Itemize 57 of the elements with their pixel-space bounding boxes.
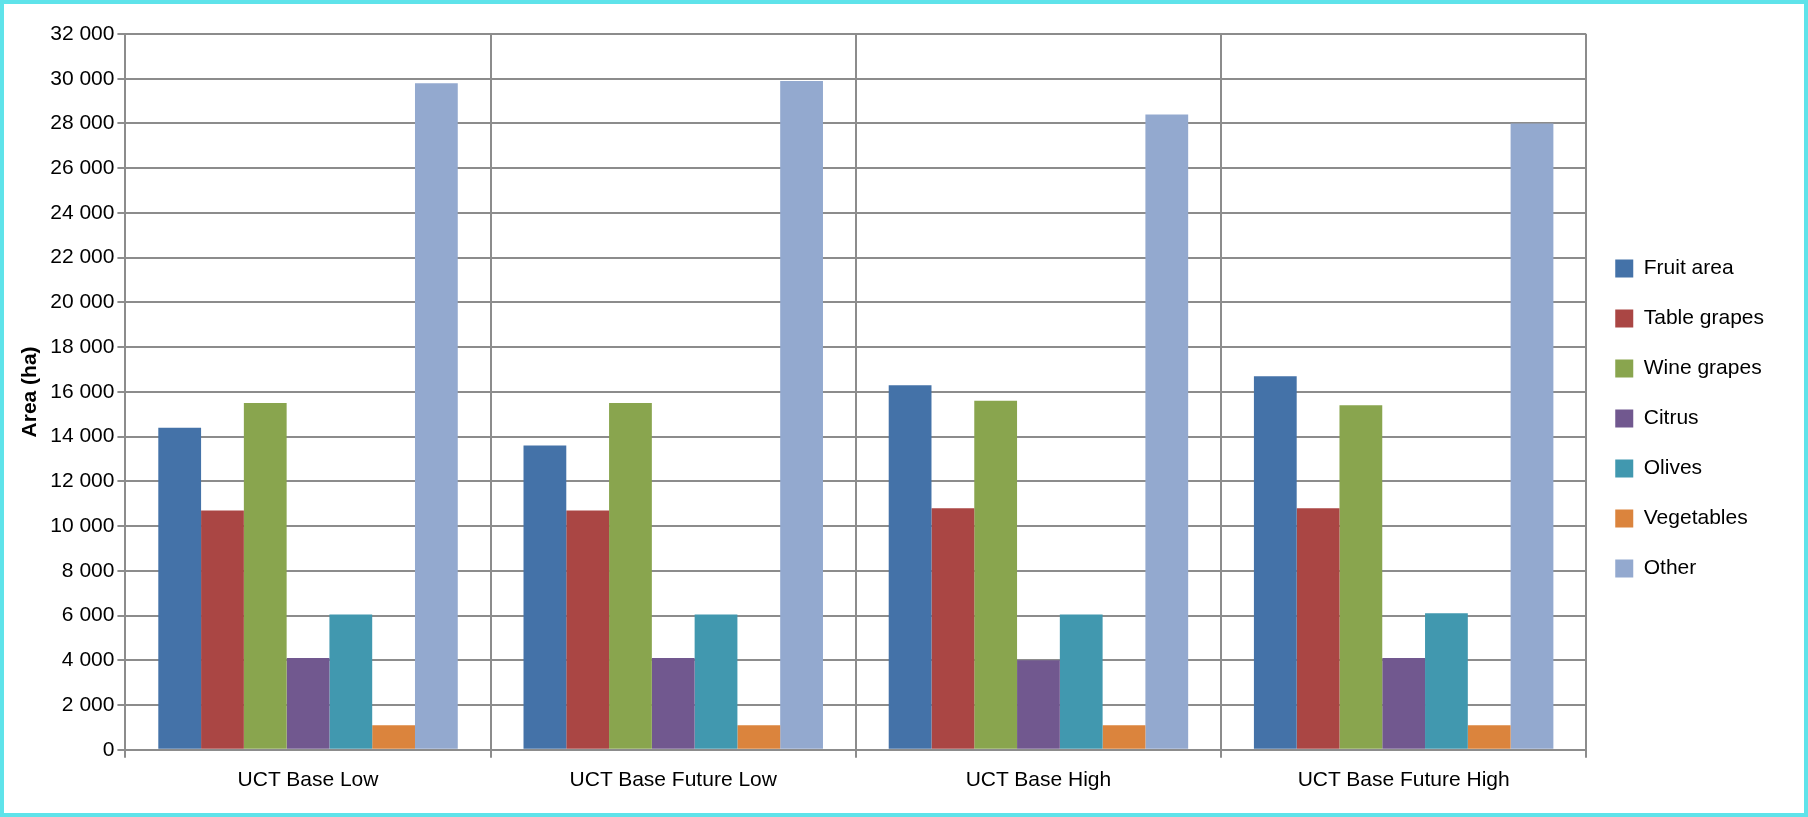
y-tick-label: 28 000 [50,110,115,134]
bar [1382,658,1426,749]
bar [1425,613,1468,749]
y-tick-label: 30 000 [50,65,115,89]
legend-label: Fruit area [1643,255,1734,279]
bar [1253,376,1297,749]
bar [1059,614,1103,749]
y-tick-label: 2 000 [61,691,115,715]
bar [931,508,975,749]
bar [201,510,244,749]
y-tick-label: 0 [102,736,115,760]
x-tick-label: UCT Base Low [237,767,380,791]
bar [1467,725,1511,749]
y-tick-label: 14 000 [50,423,115,447]
legend-label: Wine grapes [1643,355,1762,379]
bar [523,445,567,749]
bar [1102,725,1146,749]
y-tick-label: 24 000 [50,199,115,223]
y-tick-label: 4 000 [61,647,115,671]
bar [888,385,932,749]
y-tick-label: 32 000 [50,20,115,44]
bar [1510,123,1554,749]
y-tick-label: 10 000 [50,512,115,536]
y-tick-label: 22 000 [50,244,115,268]
bar [243,403,287,749]
y-tick-label: 18 000 [50,333,115,357]
y-tick-label: 6 000 [61,602,115,626]
bar [1339,405,1383,749]
legend-label: Table grapes [1643,305,1764,329]
bar [1296,508,1340,749]
x-tick-label: UCT Base High [965,767,1112,791]
legend-label: Olives [1643,455,1703,479]
x-tick-label: UCT Base Future Low [569,767,778,791]
bar [780,80,823,749]
bar [286,658,330,749]
bar [651,658,695,749]
bar [737,725,781,749]
bar [329,614,373,749]
legend-label: Vegetables [1643,505,1748,529]
bar [414,83,458,749]
legend-label: Other [1643,555,1697,579]
bar [609,403,652,749]
y-axis-title: Area (ha) [17,346,41,438]
bar [694,614,738,749]
y-tick-label: 8 000 [61,557,115,581]
y-tick-label: 26 000 [50,155,115,179]
bar [566,510,610,749]
bar [974,400,1018,749]
bar [158,427,202,749]
x-tick-label: UCT Base Future High [1297,767,1510,791]
bar [1017,660,1060,749]
y-tick-label: 16 000 [50,378,115,402]
bar [1145,114,1189,749]
legend-label: Citrus [1643,405,1699,429]
y-tick-label: 12 000 [50,468,115,492]
bar [372,725,415,749]
y-tick-label: 20 000 [50,289,115,313]
